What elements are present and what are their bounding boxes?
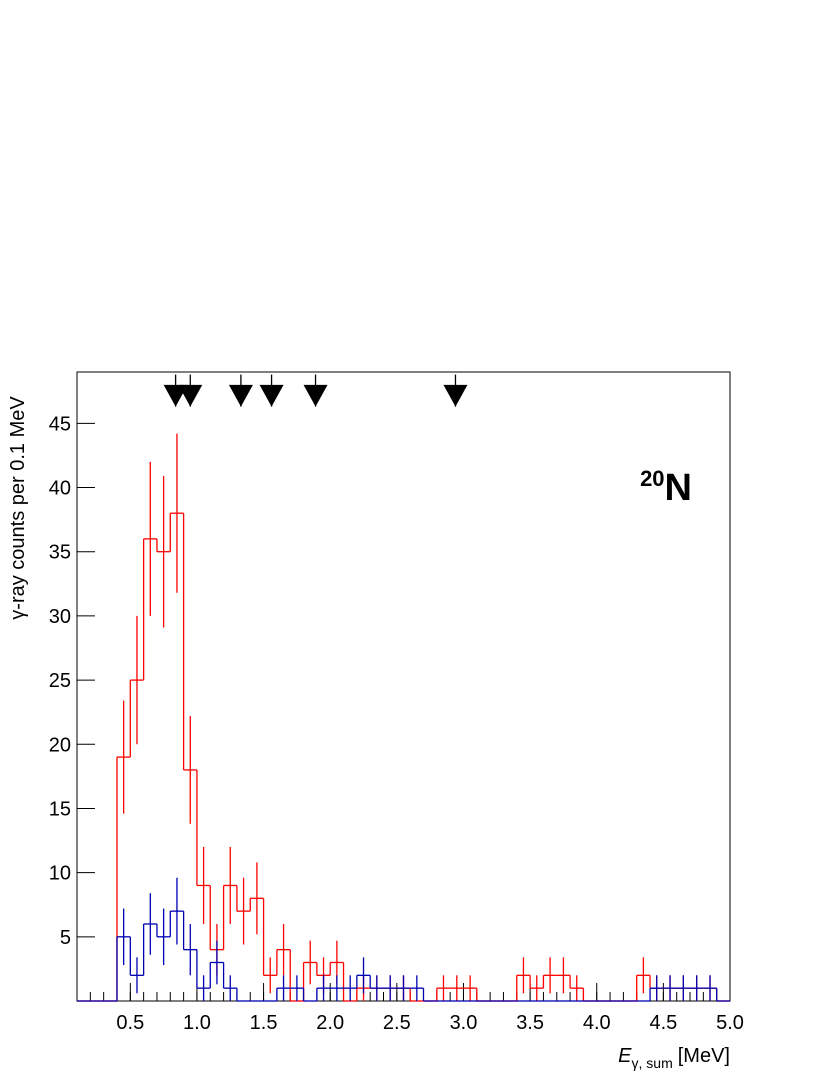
x-title-symbol: E [618,1045,632,1067]
y-tick-label: 40 [49,478,71,500]
arrow-head [443,384,468,407]
x-tick-label: 0.5 [116,1012,144,1034]
arrow-head [228,384,253,407]
x-tick-label: 2.0 [316,1012,344,1034]
arrow-head [178,384,203,407]
y-axis-title: γ-ray counts per 0.1 MeV [7,396,29,620]
x-tick-label: 4.0 [583,1012,611,1034]
element-symbol: N [665,467,692,509]
y-tick-label: 15 [49,798,71,820]
arrow-head [259,384,284,407]
x-title-subscript: γ, sum [632,1055,673,1071]
y-tick-label: 25 [49,670,71,692]
y-tick-label: 20 [49,734,71,756]
x-tick-label: 4.5 [649,1012,677,1034]
y-tick-label: 5 [60,927,71,949]
plot-frame [76,371,731,1002]
arrow-head [303,384,328,407]
x-tick-label: 3.0 [450,1012,478,1034]
x-axis-title: Eγ, sum [MeV] [618,1045,730,1071]
y-tick-label: 10 [49,863,71,885]
x-tick-label: 5.0 [716,1012,744,1034]
x-tick-label: 1.0 [183,1012,211,1034]
y-tick-label: 35 [49,542,71,564]
y-tick-label: 30 [49,606,71,628]
y-tick-label: 45 [49,413,71,435]
x-tick-label: 2.5 [383,1012,411,1034]
x-tick-label: 3.5 [516,1012,544,1034]
annotation: 20N [640,466,692,509]
mass-number: 20 [640,466,664,491]
x-title-unit: [MeV] [678,1045,730,1067]
x-tick-label: 1.5 [250,1012,278,1034]
